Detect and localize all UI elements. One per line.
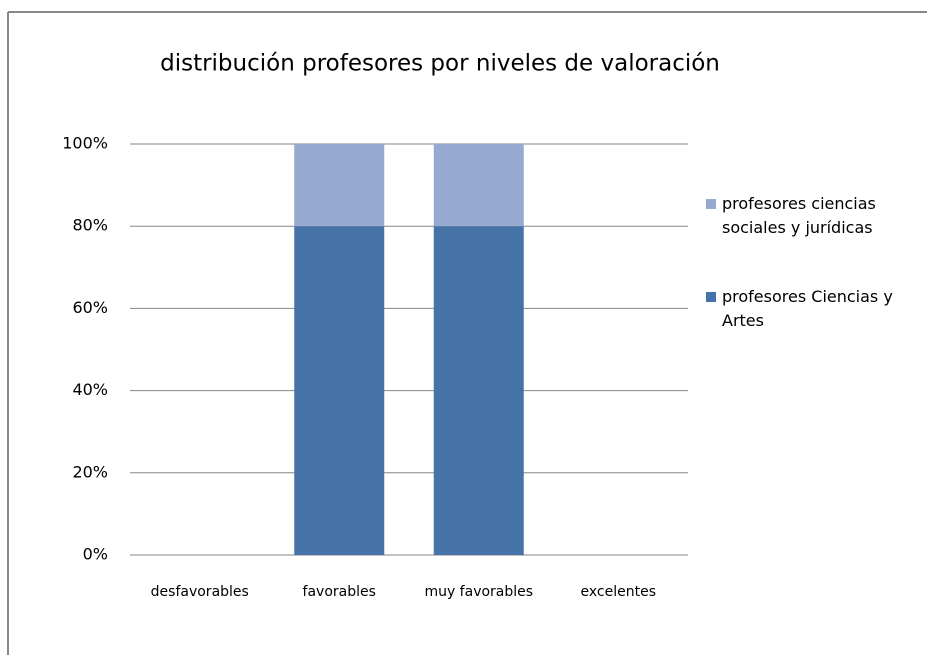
legend-swatch (706, 199, 716, 209)
bar-segment (433, 144, 524, 227)
legend-label: profesores Ciencias y Artes (722, 287, 893, 330)
bar-segment (294, 144, 385, 227)
chart-title: distribución profesores por niveles de v… (160, 51, 720, 77)
y-tick-label: 60% (72, 298, 108, 317)
legend-label: profesores ciencias sociales y jurídicas (722, 194, 876, 237)
y-tick-label: 20% (72, 462, 108, 481)
legend-entry: profesores ciencias sociales y jurídicas (706, 192, 921, 240)
x-tick-label: desfavorables (151, 584, 249, 600)
y-tick-label: 40% (72, 380, 108, 399)
y-tick-label: 80% (72, 216, 108, 235)
y-tick-label: 0% (83, 545, 108, 564)
x-tick-label: muy favorables (424, 584, 533, 600)
bar-segment (433, 226, 524, 555)
x-tick-label: excelentes (581, 584, 657, 600)
legend-swatch (706, 292, 716, 302)
x-tick-label: favorables (303, 584, 376, 600)
y-tick-label: 100% (62, 134, 108, 153)
bar-segment (294, 226, 385, 555)
legend-entry: profesores Ciencias y Artes (706, 285, 921, 333)
